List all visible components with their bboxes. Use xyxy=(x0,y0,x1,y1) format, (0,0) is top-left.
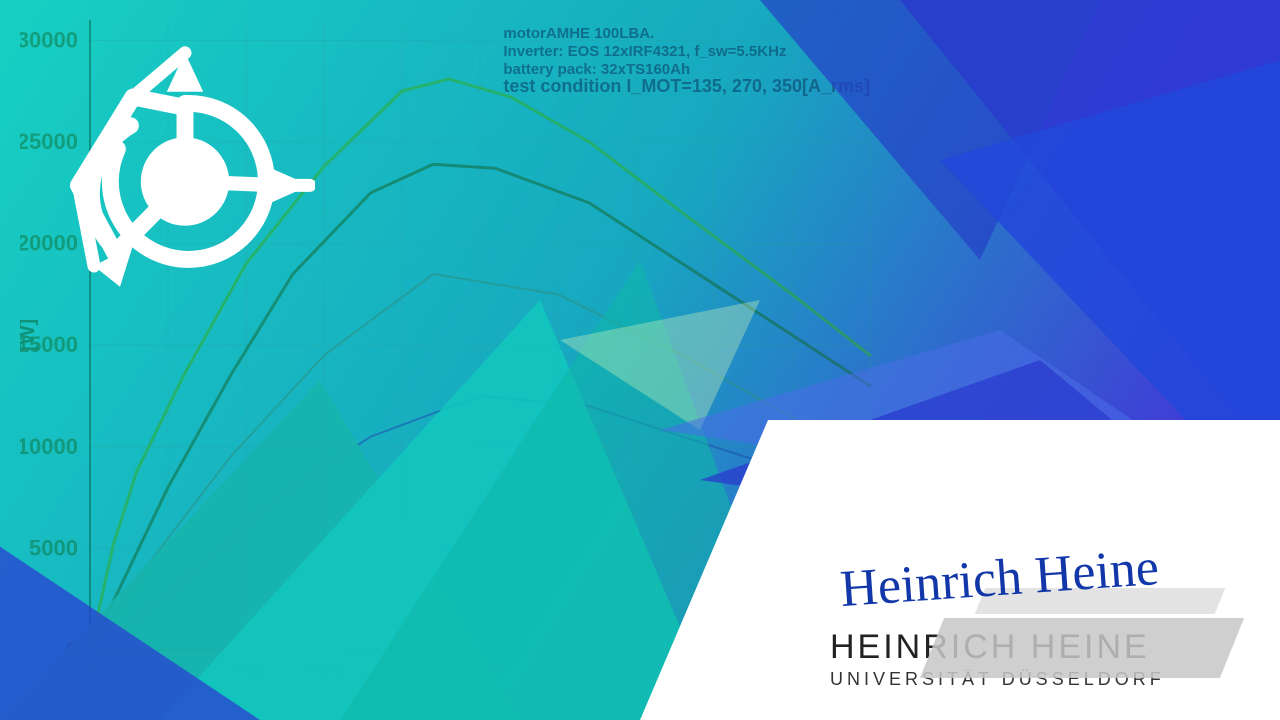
stage: 0500100015002000250030003500400045005000… xyxy=(0,0,1280,720)
orbit-icon xyxy=(55,45,315,305)
logo-bar-icon xyxy=(920,618,1244,678)
university-logo: Heinrich Heine HEINRICH HEINE UNIVERSITÄ… xyxy=(830,558,1240,690)
